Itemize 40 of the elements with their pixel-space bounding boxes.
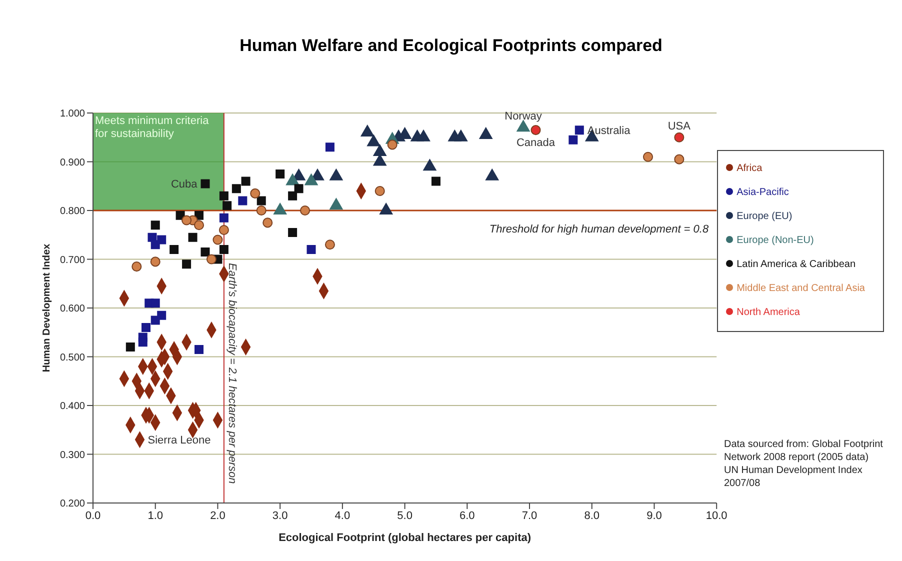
annotation: Cuba bbox=[170, 178, 198, 191]
x-tick-label: 1.0 bbox=[148, 510, 164, 522]
chart-title: Human Welfare and Ecological Footprints compared bbox=[238, 36, 664, 56]
y-tick-label: 0.200 bbox=[60, 498, 86, 510]
legend-label: Europe (Non-EU) bbox=[736, 234, 814, 246]
annotation: Norway bbox=[504, 110, 542, 123]
y-axis-title: Human Development Index bbox=[42, 243, 53, 372]
y-tick-label: 1.000 bbox=[60, 108, 86, 120]
annotation: Meets minimum criteria for sustainability bbox=[95, 115, 210, 141]
legend-label: Europe (EU) bbox=[736, 210, 792, 222]
legend-label: Middle East and Central Asia bbox=[736, 282, 865, 294]
x-tick-label: 0.0 bbox=[85, 510, 101, 522]
x-tick-label: 9.0 bbox=[646, 510, 662, 522]
y-tick-label: 0.900 bbox=[60, 157, 86, 168]
legend-label: Africa bbox=[736, 162, 762, 174]
x-tick-label: 4.0 bbox=[334, 510, 350, 522]
x-tick-label: 2.0 bbox=[210, 510, 226, 522]
x-tick-label: 7.0 bbox=[522, 510, 538, 522]
y-tick-label: 0.600 bbox=[60, 304, 86, 315]
text: Data sourced from: Global Footprint Network 2008 report (2005 data) UN Human Development Index 2007/08 bbox=[724, 438, 884, 490]
annotation: Australia bbox=[587, 124, 632, 137]
y-tick-label: 0.800 bbox=[60, 206, 86, 218]
x-tick-label: 5.0 bbox=[397, 510, 412, 522]
y-tick-label: 0.500 bbox=[60, 352, 86, 364]
y-tick-label: 0.300 bbox=[60, 450, 86, 461]
legend-label: Latin America & Caribbean bbox=[736, 258, 856, 270]
x-tick-label: 6.0 bbox=[460, 510, 475, 522]
y-tick-label: 0.700 bbox=[60, 254, 86, 266]
legend-label: North America bbox=[736, 306, 800, 318]
legend-label: Asia-Pacific bbox=[736, 186, 789, 198]
x-axis-title: Ecological Footprint (global hectares per capita) bbox=[278, 532, 532, 544]
y-tick-label: 0.400 bbox=[60, 401, 86, 412]
x-tick-label: 10.0 bbox=[706, 510, 728, 522]
ref-line-label: Earth's biocapacity = 2.1 hectares per person bbox=[226, 263, 238, 484]
x-tick-label: 8.0 bbox=[584, 510, 600, 522]
annotation: Sierra Leone bbox=[148, 434, 211, 447]
x-tick-label: 3.0 bbox=[272, 510, 288, 522]
annotation: Canada bbox=[516, 136, 556, 149]
annotation: USA bbox=[668, 120, 692, 132]
ref-line-label: Threshold for high human development = 0.8 bbox=[489, 224, 710, 236]
